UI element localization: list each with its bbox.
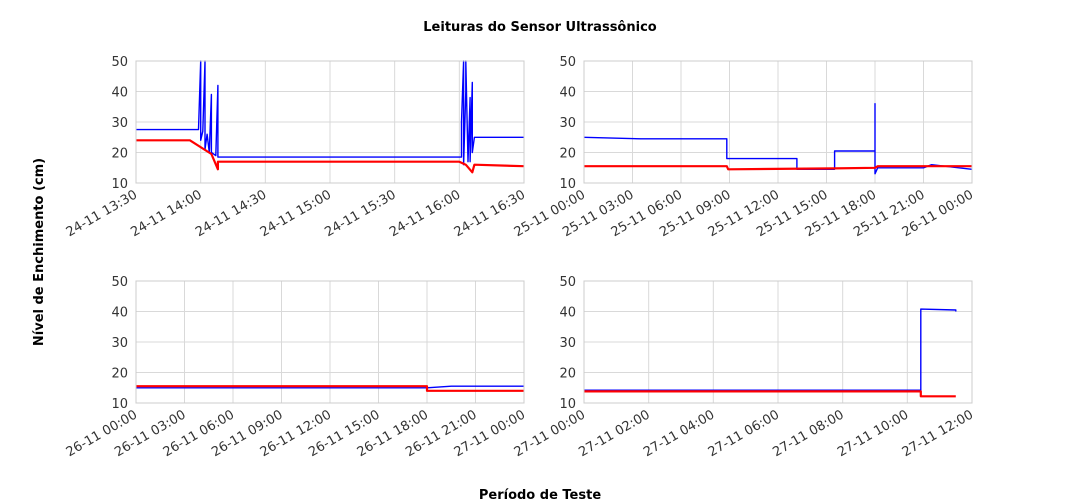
x-tick-label: 27-11 06:00 [706,407,782,460]
series-line-1 [584,308,957,391]
y-tick-label: 50 [559,275,576,290]
y-tick-label: 10 [559,397,576,412]
y-tick-label: 30 [559,336,576,351]
series-line-2 [584,165,972,171]
y-tick-label: 50 [559,55,576,70]
y-axis-label: Nível de Enchimento (cm) [32,158,47,346]
x-tick-label: 24-11 15:00 [258,187,334,240]
y-tick-label: 40 [111,306,128,321]
x-tick-label: 27-11 08:00 [770,407,846,460]
x-tick-label: 24-11 16:00 [387,187,463,240]
series-line-2 [584,390,956,398]
x-tick-label: 27-11 10:00 [835,407,911,460]
x-tick-label: 24-11 15:30 [322,187,398,240]
y-tick-label: 40 [559,306,576,321]
chart-title: Leituras do Sensor Ultrassônico [423,20,657,35]
y-tick-label: 20 [111,367,128,382]
plot-frame [135,280,525,404]
y-tick-label: 20 [559,367,576,382]
y-tick-label: 20 [111,147,128,162]
y-tick-label: 30 [111,336,128,351]
y-tick-label: 50 [111,275,128,290]
series-line-1 [583,102,973,175]
y-tick-label: 30 [559,116,576,131]
x-tick-label: 27-11 12:00 [900,407,976,460]
x-tick-label: 27-11 04:00 [641,407,717,460]
y-tick-label: 10 [111,177,128,192]
x-tick-label: 24-11 14:30 [193,187,269,240]
y-tick-label: 40 [559,86,576,101]
plot-frame [583,280,973,404]
y-tick-label: 10 [559,177,576,192]
y-tick-label: 10 [111,397,128,412]
y-tick-label: 50 [111,55,128,70]
y-tick-label: 30 [111,116,128,131]
x-axis-label: Período de Teste [479,488,601,503]
plot-frame [135,60,525,184]
series-line-1 [136,385,524,389]
x-tick-label: 24-11 14:00 [128,187,204,240]
y-tick-label: 40 [111,86,128,101]
plot-frame [583,60,973,184]
x-tick-label: 24-11 13:30 [64,187,140,240]
y-tick-label: 20 [559,147,576,162]
series-line-2 [136,385,524,392]
series-line-1 [136,60,524,166]
x-tick-label: 27-11 02:00 [576,407,652,460]
series-line-2 [136,139,525,174]
